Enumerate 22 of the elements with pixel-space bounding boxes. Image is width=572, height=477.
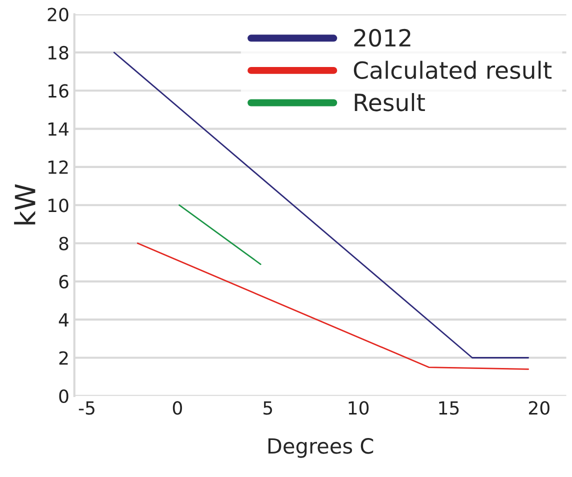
- y-axis-title: kW: [14, 184, 36, 224]
- y-tick-label: 2: [59, 351, 68, 365]
- y-tick-label: 18: [48, 46, 68, 60]
- y-tick-label: 4: [58, 313, 68, 326]
- legend-label: 2012: [354, 28, 410, 47]
- y-tick-label: 12: [48, 160, 68, 174]
- y-tick-label: 0: [59, 389, 68, 404]
- legend-label: Result: [354, 93, 425, 112]
- x-tick-label: 0: [172, 401, 182, 415]
- x-axis-title: Degrees C: [268, 438, 374, 458]
- y-tick-label: 14: [48, 122, 68, 136]
- x-tick-label: 5: [264, 401, 272, 415]
- y-tick-label: 8: [59, 236, 68, 250]
- y-tick-label: 10: [48, 198, 68, 212]
- legend-label: Calculated result: [354, 60, 552, 80]
- x-tick-label: -5: [78, 401, 94, 415]
- x-tick-label: 20: [528, 401, 550, 415]
- y-tick-label: 16: [48, 84, 68, 98]
- x-tick-label: 15: [439, 401, 459, 415]
- x-tick-label: 10: [348, 401, 369, 415]
- y-tick-label: 20: [48, 8, 68, 22]
- y-tick-label: 6: [59, 274, 68, 289]
